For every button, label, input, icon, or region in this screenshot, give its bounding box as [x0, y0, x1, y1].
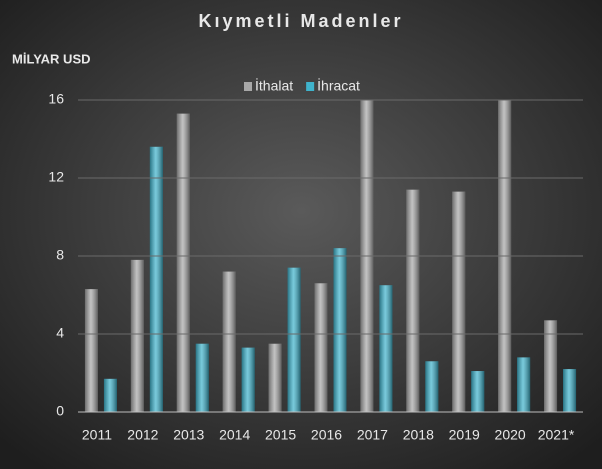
x-tick-label: 2016 [311, 427, 342, 443]
x-tick-label: 2018 [403, 427, 434, 443]
bar-shade [222, 271, 236, 412]
bar-shade [149, 146, 163, 413]
bar-shade [425, 361, 439, 412]
bar-shade [176, 113, 190, 413]
legend: İthalat İhracat [244, 77, 360, 94]
bar-shade [241, 347, 255, 412]
x-tick-label: 2011 [82, 427, 112, 443]
x-tick-label: 2015 [265, 427, 296, 443]
bar-shade [517, 357, 531, 412]
x-tick-label: 2017 [357, 427, 388, 443]
bar-shade [471, 371, 485, 412]
bar-shade [333, 248, 347, 412]
bar-shade [563, 369, 577, 412]
legend-label: İthalat [255, 77, 293, 94]
chart-title: Kıymetli Madenler [198, 11, 403, 31]
bar-shade [452, 191, 466, 412]
bar-shade [379, 285, 393, 412]
bar-shade [314, 283, 328, 412]
y-tick-label: 16 [48, 91, 64, 107]
x-tick-label: 2014 [219, 427, 250, 443]
x-tick-label: 2021* [538, 427, 575, 443]
bar-shade [544, 320, 558, 412]
bar-shade [406, 189, 420, 412]
legend-swatch [306, 82, 315, 91]
y-tick-label: 8 [56, 247, 64, 263]
y-tick-label: 4 [56, 325, 64, 341]
legend-label: İhracat [317, 77, 360, 94]
x-tick-label: 2013 [173, 427, 204, 443]
legend-swatch [244, 82, 252, 91]
bar-shade [130, 259, 144, 412]
bar-shade [268, 343, 282, 412]
x-tick-label: 2020 [495, 427, 526, 443]
bar-shade [195, 343, 209, 412]
y-tick-label: 12 [48, 169, 64, 185]
bar-shade [84, 289, 98, 412]
bar-shade [287, 267, 301, 412]
y-tick-label: 0 [56, 403, 64, 419]
y-axis-label: MİLYAR USD [12, 51, 91, 66]
x-tick-label: 2012 [127, 427, 158, 443]
x-tick-label: 2019 [449, 427, 480, 443]
bar-shade [103, 378, 117, 412]
